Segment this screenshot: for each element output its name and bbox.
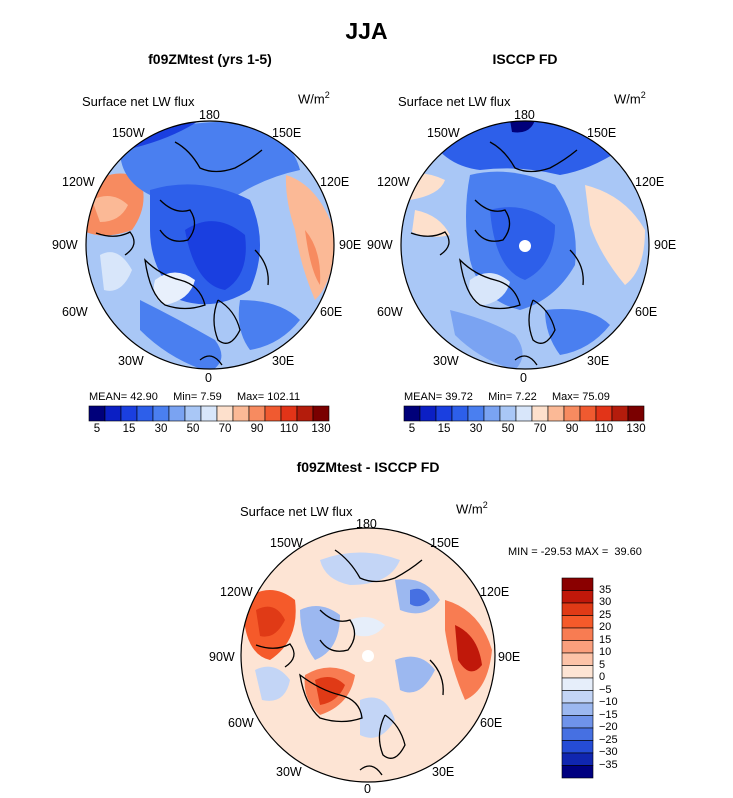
colorbar-model-tick-label: 5: [93, 423, 101, 435]
field-label-obs: Surface net LW flux: [398, 94, 511, 109]
colorbar-model-tick-label: 90: [250, 423, 264, 435]
colorbar-obs-tick-label: 30: [469, 423, 483, 435]
colorbar-diff-tick-label: −5: [599, 683, 612, 696]
lon-150e-diff: 150E: [430, 536, 460, 550]
lon-180-diff: 180: [356, 517, 377, 531]
pole-hole-obs: [519, 240, 531, 252]
map-model: [86, 121, 334, 369]
coastlines-model: [95, 141, 269, 366]
colorbar-diff-tick-label: −25: [599, 733, 618, 746]
panel-title-model: f09ZMtest (yrs 1-5): [148, 51, 272, 67]
colorbar-diff-tick-label: 10: [599, 646, 612, 658]
lon-90w-obs: 90W: [367, 238, 393, 252]
lon-180-obs: 180: [514, 108, 535, 122]
lon-60e-diff: 60E: [480, 716, 503, 730]
colorbar-diff-tick-label: 30: [599, 596, 612, 608]
lon-60w-diff: 60W: [228, 716, 254, 730]
main-title: JJA: [345, 18, 388, 44]
lon-60w-obs: 60W: [377, 305, 403, 319]
field-label-diff: Surface net LW flux: [240, 504, 353, 519]
lon-30w-obs: 30W: [433, 354, 459, 368]
lon-0-obs: 0: [520, 371, 527, 385]
colorbar-diff-tick-label: −35: [599, 758, 618, 771]
colorbar-diff-tick-label: 0: [599, 671, 606, 683]
lon-150e-obs: 150E: [587, 126, 617, 140]
colorbar-obs-tick-label: 50: [501, 423, 515, 435]
lon-30w-diff: 30W: [276, 765, 302, 779]
lon-90w-model: 90W: [52, 238, 78, 252]
colorbar-obs-tick-label: 5: [408, 423, 416, 435]
lon-120e-model: 120E: [320, 175, 350, 189]
lon-150e-model: 150E: [272, 126, 302, 140]
lon-150w-diff: 150W: [270, 536, 303, 550]
colorbar-obs-tick-label: 130: [626, 423, 646, 435]
lon-30e-obs: 30E: [587, 354, 610, 368]
colorbar-diff-tick-label: 20: [599, 621, 612, 633]
panel-title-diff: f09ZMtest - ISCCP FD: [296, 459, 440, 475]
lon-90w-diff: 90W: [209, 650, 235, 664]
lon-150w-obs: 150W: [427, 126, 460, 140]
colorbar-model-tick-label: 15: [122, 423, 136, 435]
colorbar-model-tick-label: 70: [218, 423, 232, 435]
colorbar-diff-tick-label: 25: [599, 608, 612, 621]
coastlines-diff: [255, 549, 444, 776]
lon-120w-model: 120W: [62, 175, 95, 189]
lon-0-model: 0: [205, 371, 212, 385]
lon-120w-diff: 120W: [220, 585, 253, 599]
units-diff: W/m2: [456, 500, 488, 517]
units-model: W/m2: [298, 90, 330, 107]
colorbar-obs-tick-label: 110: [594, 423, 614, 435]
panel-title-obs: ISCCP FD: [492, 51, 558, 67]
colorbar-model-tick-label: 130: [311, 423, 331, 435]
lon-30e-diff: 30E: [432, 765, 455, 779]
colorbar-obs-tick-label: 15: [437, 423, 451, 435]
lon-90e-obs: 90E: [654, 238, 677, 252]
stats-model: MEAN= 42.90 Min= 7.59 Max= 102.11: [89, 391, 301, 403]
units-obs: W/m2: [614, 90, 646, 107]
lon-30e-model: 30E: [272, 354, 295, 368]
stats-obs: MEAN= 39.72 Min= 7.22 Max= 75.09: [404, 391, 610, 403]
colorbar-model-tick-label: 50: [186, 423, 200, 435]
coastlines-obs: [410, 141, 584, 366]
colorbar-diff-tick-label: 15: [599, 633, 612, 646]
pole-hole-diff: [362, 650, 374, 662]
lon-120e-obs: 120E: [635, 175, 665, 189]
lon-150w-model: 150W: [112, 126, 145, 140]
lon-0-diff: 0: [364, 782, 371, 796]
field-label-model: Surface net LW flux: [82, 94, 195, 109]
colorbar-model-tick-label: 30: [154, 423, 168, 435]
stats-diff: MIN = -29.53 MAX = 39.60: [508, 546, 642, 558]
colorbar-diff-tick-label: −20: [599, 721, 618, 733]
lon-60w-model: 60W: [62, 305, 88, 319]
colorbar-diff-tick-label: −15: [599, 708, 618, 721]
lon-60e-model: 60E: [320, 305, 343, 319]
lon-60e-obs: 60E: [635, 305, 658, 319]
lon-30w-model: 30W: [118, 354, 144, 368]
lon-180-model: 180: [199, 108, 220, 122]
lon-90e-model: 90E: [339, 238, 362, 252]
colorbar-diff-tick-label: 35: [599, 583, 612, 596]
colorbar-diff-tick-label: −30: [599, 746, 618, 758]
colorbar-obs-tick-label: 70: [533, 423, 547, 435]
colorbar-model-tick-label: 110: [279, 423, 299, 435]
lon-120e-diff: 120E: [480, 585, 510, 599]
colorbar-diff-tick-label: 5: [599, 658, 606, 671]
lon-90e-diff: 90E: [498, 650, 521, 664]
lon-120w-obs: 120W: [377, 175, 410, 189]
colorbar-diff-tick-label: −10: [599, 696, 618, 708]
colorbar-obs-tick-label: 90: [565, 423, 579, 435]
